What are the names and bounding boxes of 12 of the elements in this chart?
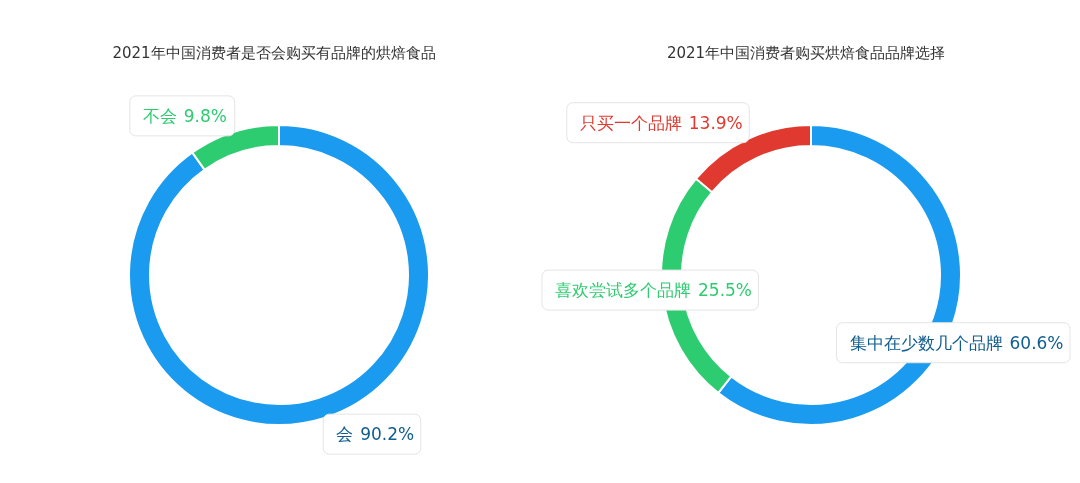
data-label: 9.8% (183, 105, 227, 126)
slice-label: 集中在少数几个品牌 (849, 332, 1003, 353)
data-label: 25.5% (698, 280, 753, 301)
slice-label: 只买一个品牌 (579, 112, 682, 133)
slice-label: 会 (336, 424, 354, 445)
slice-label: 喜欢尝试多个品牌 (555, 280, 691, 301)
chart-title: 2021年中国消费者是否会购买有品牌的烘焙食品 (112, 44, 436, 62)
data-label: 90.2% (360, 424, 415, 445)
data-label: 60.6% (1009, 332, 1064, 353)
slice-label: 不会 (142, 105, 177, 126)
data-label: 13.9% (688, 112, 743, 133)
chart-title: 2021年中国消费者购买烘焙食品品牌选择 (666, 44, 946, 62)
